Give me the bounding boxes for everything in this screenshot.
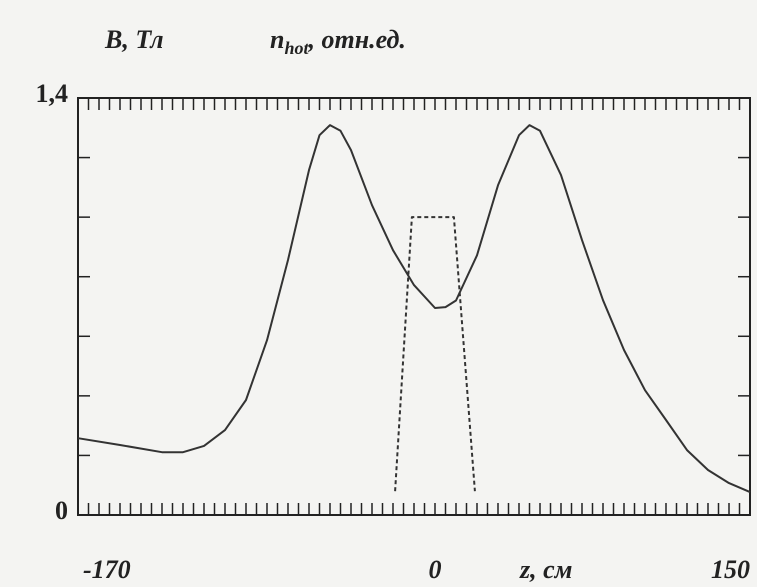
- y2-label: nhot, отн.ед.: [270, 25, 406, 58]
- y2-symbol: n: [270, 25, 284, 54]
- y2-subscript: hot: [284, 38, 309, 58]
- x-label: z, см: [519, 555, 572, 584]
- x-tick-label: -170: [83, 555, 131, 584]
- x-tick-label: 0: [429, 555, 442, 584]
- series-line: [394, 216, 476, 492]
- y-tick-label: 0: [55, 496, 68, 525]
- x-tick-label: 150: [711, 555, 750, 584]
- y-label: B, Тл: [104, 25, 164, 54]
- y2-unit: , отн.ед.: [307, 25, 405, 54]
- y-tick-label: 1,4: [36, 79, 69, 108]
- series-line: [77, 124, 751, 494]
